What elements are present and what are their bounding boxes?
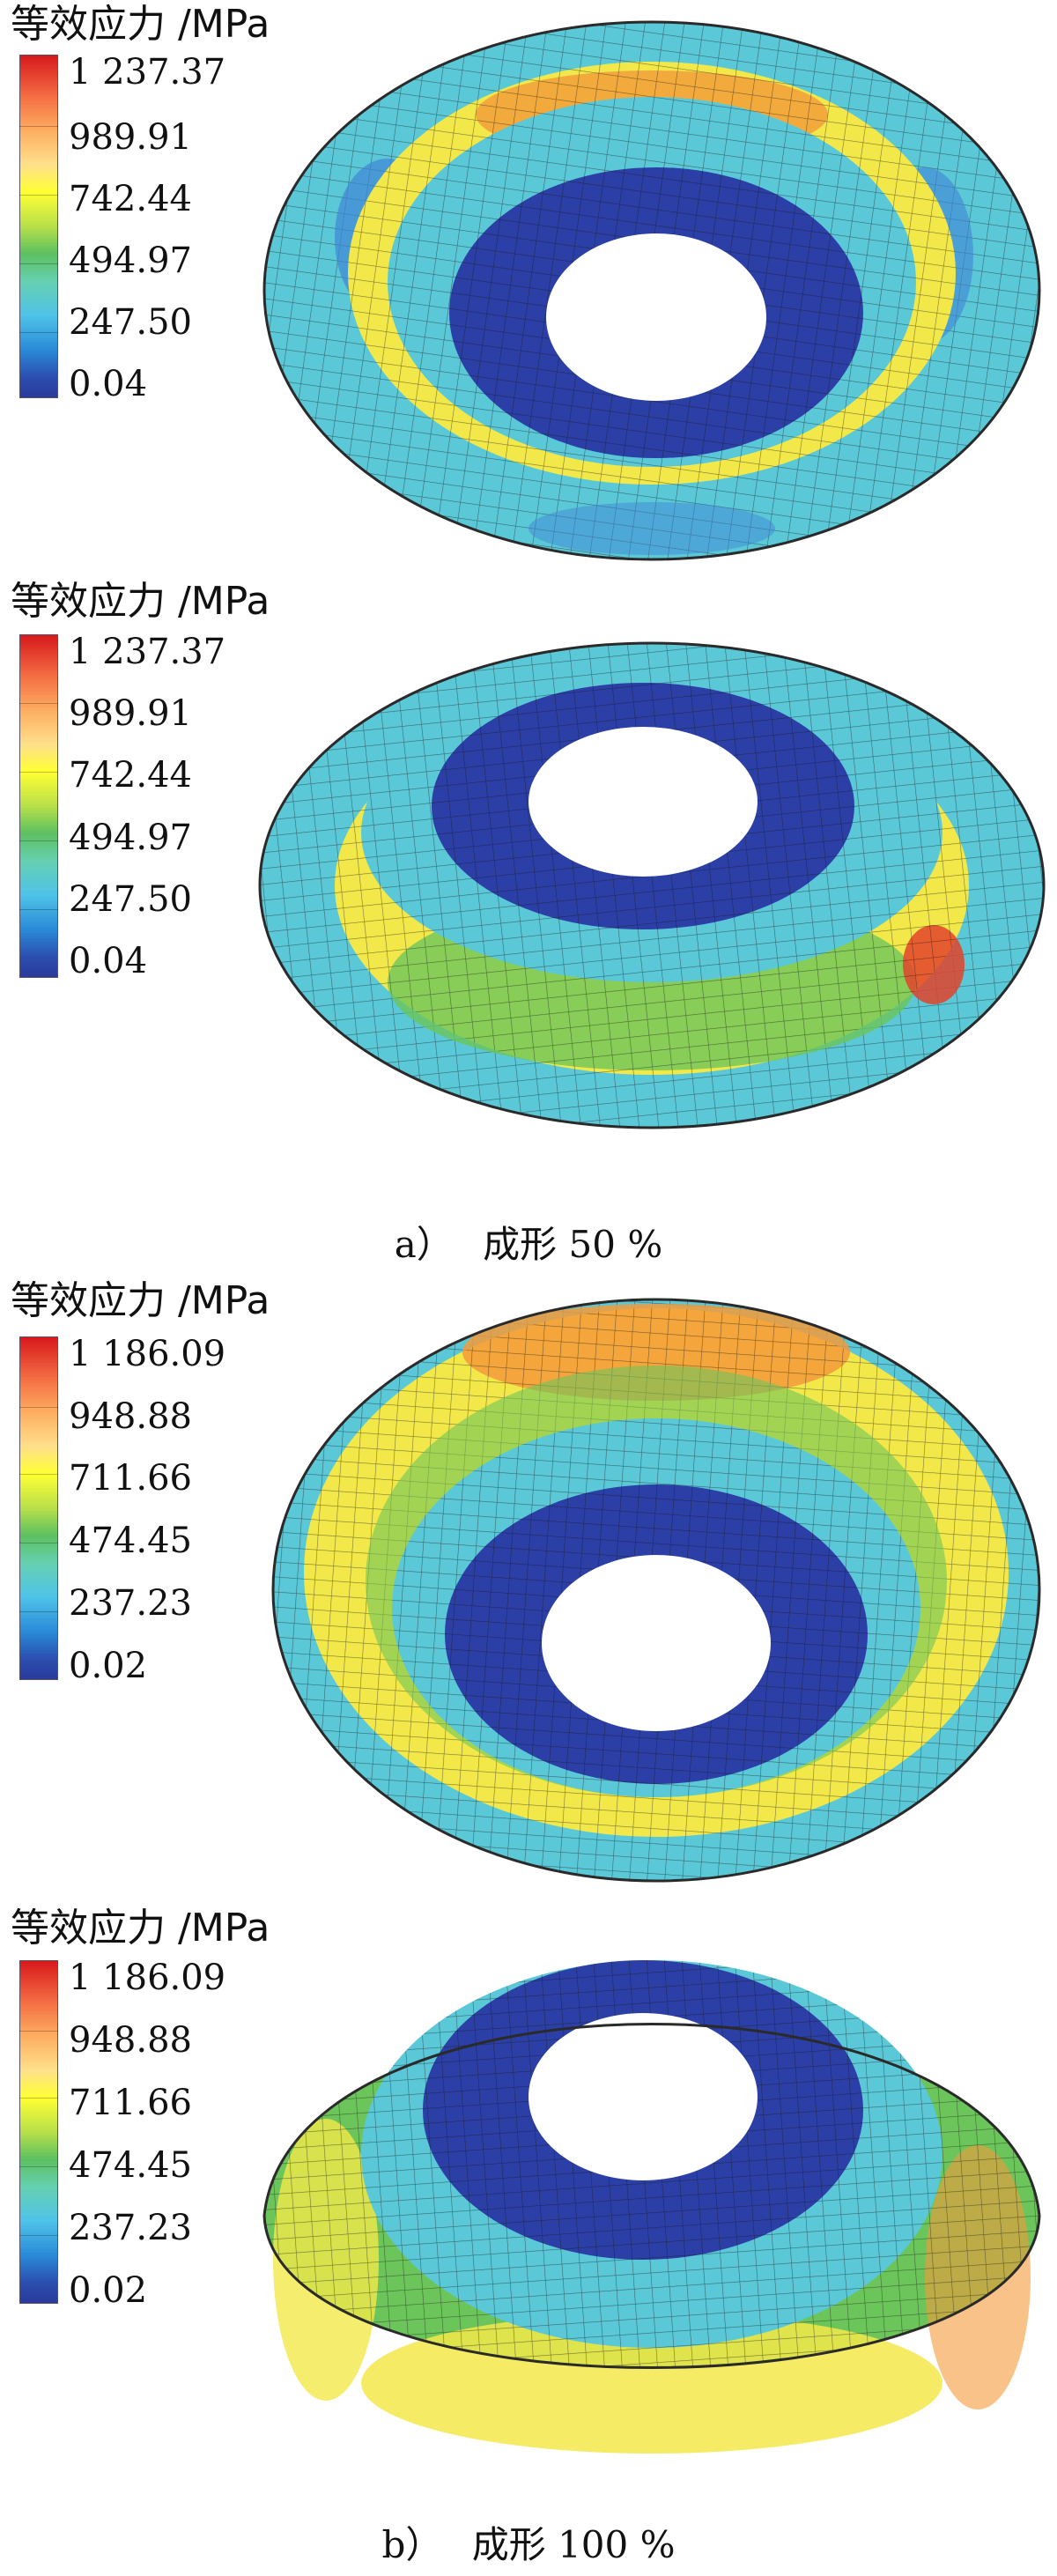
- tick-label: 494.97: [69, 241, 192, 281]
- tick-label: 474.45: [69, 1521, 192, 1561]
- tick-label: 711.66: [69, 1458, 192, 1499]
- panel-b-bottom: 等效应力 /MPa 1 186.09 948.88 711.66 474.45 …: [0, 1907, 1057, 2515]
- panel-a-bottom: 等效应力 /MPa 1 237.37 989.91 742.44 494.97 …: [0, 577, 1057, 1185]
- tick-label: 948.88: [69, 2020, 192, 2061]
- legend-title: 等效应力 /MPa: [11, 1278, 270, 1323]
- tick-label: 0.04: [69, 941, 148, 981]
- tick-mark: [19, 703, 58, 704]
- tick-label: 742.44: [69, 179, 192, 219]
- tick-mark: [19, 195, 58, 196]
- tick-mark: [19, 1611, 58, 1612]
- tick-mark: [19, 2166, 58, 2167]
- caption-text: 成形 50 %: [483, 1223, 663, 1266]
- tick-mark: [19, 332, 58, 333]
- tick-mark: [19, 126, 58, 127]
- tick-label: 989.91: [69, 117, 192, 158]
- colorbar: [19, 1336, 58, 1680]
- tick-label: 1 186.09: [69, 1334, 226, 1374]
- colorbar: [19, 55, 58, 398]
- legend-title: 等效应力 /MPa: [11, 2, 270, 47]
- tick-mark: [19, 1474, 58, 1475]
- stress-contour-part: [262, 1960, 1041, 2454]
- caption-text: 成形 100 %: [471, 2523, 676, 2566]
- caption-letter: a）: [394, 1223, 454, 1266]
- stress-contour-part: [258, 641, 1046, 1129]
- tick-label: 711.66: [69, 2083, 192, 2123]
- tick-label: 948.88: [69, 1396, 192, 1437]
- tick-label: 0.04: [69, 364, 148, 404]
- tick-label: 247.50: [69, 302, 192, 343]
- tick-mark: [19, 1407, 58, 1408]
- tick-label: 0.02: [69, 1646, 148, 1686]
- tick-label: 989.91: [69, 693, 192, 734]
- tick-label: 247.50: [69, 879, 192, 920]
- caption-letter: b）: [381, 2523, 443, 2566]
- colorbar: [19, 1960, 58, 2304]
- tick-mark: [19, 263, 58, 264]
- tick-mark: [19, 909, 58, 910]
- stress-contour-part: [271, 1298, 1041, 1883]
- tick-label: 494.97: [69, 818, 192, 858]
- tick-mark: [19, 840, 58, 841]
- colorbar: [19, 634, 58, 978]
- tick-mark: [19, 2098, 58, 2099]
- legend-title: 等效应力 /MPa: [11, 1906, 270, 1951]
- stress-contour-part: [262, 20, 1041, 561]
- tick-mark: [19, 2235, 58, 2236]
- tick-label: 0.02: [69, 2270, 148, 2311]
- tick-label: 237.23: [69, 1583, 192, 1624]
- tick-label: 1 237.37: [69, 52, 226, 93]
- tick-label: 1 186.09: [69, 1958, 226, 1998]
- caption-a: a） 成形 50 %: [0, 1226, 1057, 1263]
- tick-label: 742.44: [69, 755, 192, 796]
- panel-b-top: 等效应力 /MPa 1 186.09 948.88 711.66 474.45 …: [0, 1273, 1057, 1907]
- tick-label: 237.23: [69, 2208, 192, 2248]
- tick-mark: [19, 2031, 58, 2032]
- panel-a-top: 等效应力 /MPa 1 237.37 989.91 742.44 494.97 …: [0, 0, 1057, 581]
- tick-label: 1 237.37: [69, 632, 226, 672]
- legend-title: 等效应力 /MPa: [11, 579, 270, 624]
- tick-mark: [19, 772, 58, 773]
- caption-b: b） 成形 100 %: [0, 2527, 1057, 2564]
- tick-label: 474.45: [69, 2145, 192, 2186]
